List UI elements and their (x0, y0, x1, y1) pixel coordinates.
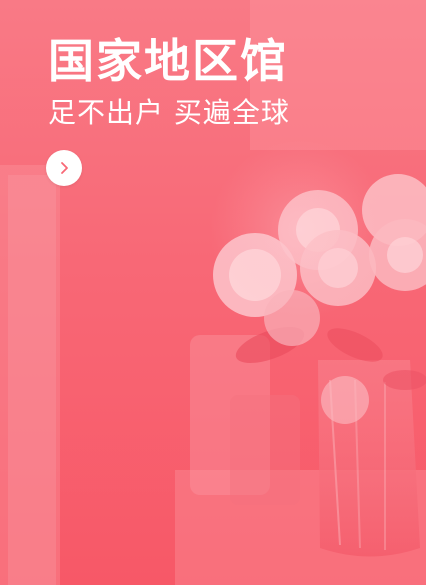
chevron-right-icon (61, 162, 68, 174)
banner-subtitle: 足不出户 买遍全球 (48, 96, 290, 129)
enter-button[interactable] (46, 150, 82, 186)
banner-title: 国家地区馆 (48, 34, 288, 88)
